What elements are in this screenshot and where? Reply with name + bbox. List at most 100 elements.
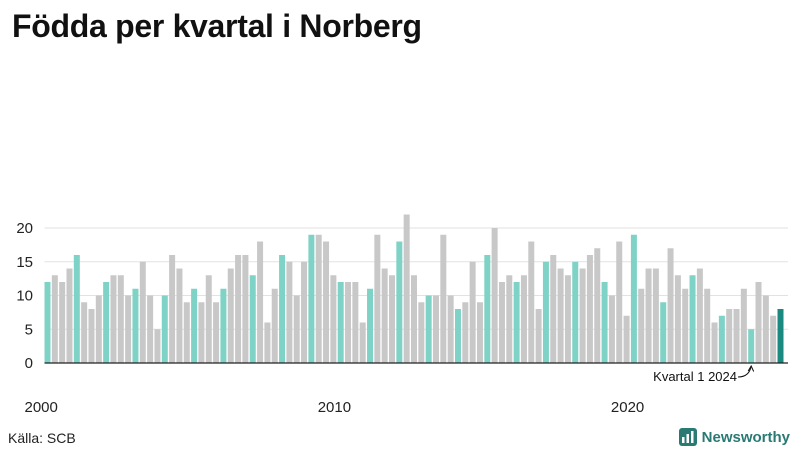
bar (674, 275, 681, 363)
bar (389, 275, 396, 363)
bar (572, 261, 579, 363)
bar (476, 302, 483, 363)
bar (147, 295, 154, 363)
bar (227, 268, 234, 363)
newsworthy-brand-name: Newsworthy (701, 428, 790, 446)
bar (271, 288, 278, 363)
bar (594, 248, 601, 363)
bar (66, 268, 73, 363)
bar (586, 255, 593, 363)
bar (777, 309, 784, 363)
bar (95, 295, 102, 363)
bar (293, 295, 300, 363)
bar (337, 282, 344, 363)
annotation-arrowhead (747, 364, 755, 372)
bar (381, 268, 388, 363)
bars (44, 214, 784, 363)
annotation-arrow (737, 365, 752, 378)
bar (220, 288, 227, 363)
bar (169, 255, 176, 363)
bar (359, 322, 366, 363)
bar (748, 329, 755, 363)
bar (528, 241, 535, 363)
bar (191, 288, 198, 363)
bar (315, 234, 322, 363)
x-tick-label: 2020 (611, 399, 644, 416)
x-tick-label: 2000 (25, 399, 58, 416)
bar (616, 241, 623, 363)
bar (755, 282, 762, 363)
bar (59, 282, 66, 363)
bar (601, 282, 608, 363)
bar (718, 315, 725, 363)
bar (498, 282, 505, 363)
bar (257, 241, 264, 363)
bar (608, 295, 615, 363)
bar (704, 288, 711, 363)
y-tick-label: 5 (25, 321, 33, 338)
bar (235, 255, 242, 363)
y-tick-label: 20 (16, 220, 33, 237)
bar (762, 295, 769, 363)
bar (286, 261, 293, 363)
bar (425, 295, 432, 363)
chart-title: Födda per kvartal i Norberg (12, 8, 422, 44)
bar (506, 275, 513, 363)
bar (323, 241, 330, 363)
bar (440, 234, 447, 363)
bar (183, 302, 190, 363)
bar (689, 275, 696, 363)
bar (520, 275, 527, 363)
bar (110, 275, 117, 363)
bar (645, 268, 652, 363)
bar (125, 295, 132, 363)
bar (557, 268, 564, 363)
bar (249, 275, 256, 363)
bar (345, 282, 352, 363)
bar (154, 329, 161, 363)
bar (396, 241, 403, 363)
bar (696, 268, 703, 363)
bar (117, 275, 124, 363)
annotation: Kvartal 1 2024 (653, 364, 755, 384)
bar (44, 282, 51, 363)
bar (411, 275, 417, 363)
bar (139, 261, 146, 363)
bar (740, 288, 747, 363)
annotation-label: Kvartal 1 2024 (653, 369, 737, 384)
bar (352, 282, 359, 363)
bar (198, 302, 205, 363)
bar (542, 261, 549, 363)
bar (308, 234, 315, 363)
bar (403, 214, 410, 363)
bar (564, 275, 571, 363)
y-axis-tick-labels: 0 5 10 15 20 (16, 220, 33, 372)
bar (770, 315, 777, 363)
bar (205, 275, 212, 363)
bar (330, 275, 337, 363)
bar (733, 309, 740, 363)
bar (711, 322, 718, 363)
bar (630, 234, 637, 363)
newsworthy-logo-icon (678, 428, 697, 446)
bar (418, 302, 425, 363)
bar (51, 275, 58, 363)
bar (454, 309, 461, 363)
bar (726, 309, 733, 363)
bar (623, 315, 630, 363)
source-label: Källa: SCB (8, 430, 76, 446)
bar (73, 255, 80, 363)
bar (132, 288, 139, 363)
x-axis-tick-labels: 2000 2010 2020 (25, 399, 645, 416)
bar (301, 261, 308, 363)
bar (103, 282, 110, 363)
bar (484, 255, 491, 363)
bar (264, 322, 271, 363)
y-tick-label: 0 (25, 355, 33, 372)
bar (176, 268, 183, 363)
bar (652, 268, 659, 363)
bar (161, 295, 168, 363)
bar (660, 302, 667, 363)
bar (535, 309, 542, 363)
